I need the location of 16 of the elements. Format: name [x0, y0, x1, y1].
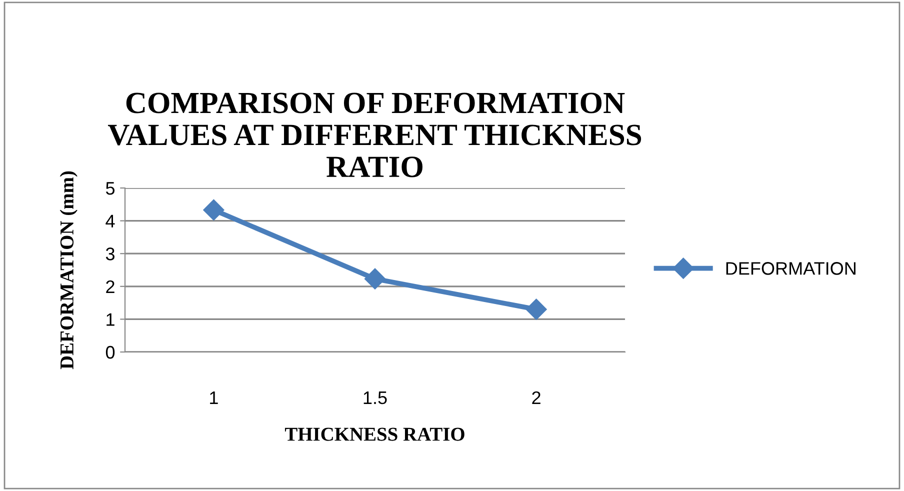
y-tick-label: 3	[106, 248, 114, 260]
y-tick-label: 2	[106, 280, 114, 293]
y-tick-label: 4	[106, 214, 115, 228]
x-tick-label: 2	[532, 391, 540, 404]
y-tick-label: 0	[106, 346, 115, 359]
y-tick-label: 1	[106, 313, 114, 326]
chart-title: COMPARISON OF DEFORMATION VALUES AT DIFFERENT THICKNESS RATIO	[108, 92, 642, 178]
point	[526, 298, 547, 320]
y-tick-label: 5	[106, 182, 115, 195]
x-axis-title: THICKNESS RATIO	[284, 428, 464, 441]
legend-label: DEFORMATION	[726, 262, 856, 275]
y-axis-title: DEFORMATION (mm)	[60, 171, 78, 370]
point	[203, 199, 224, 220]
x-tick-label: 1	[210, 392, 218, 404]
point	[364, 268, 386, 290]
x-tick-label: 1.5	[364, 392, 387, 404]
